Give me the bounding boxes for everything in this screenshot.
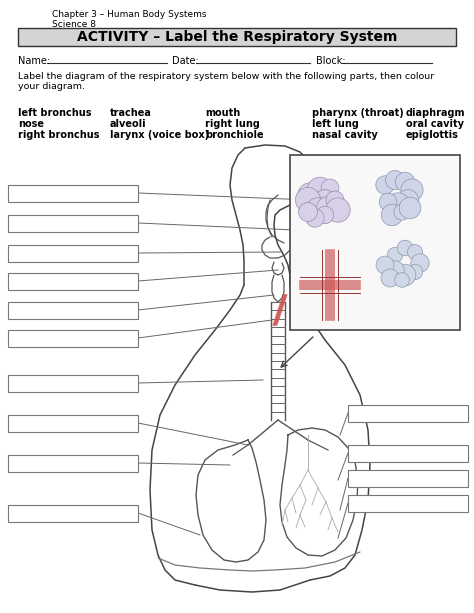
Circle shape xyxy=(408,245,422,259)
Circle shape xyxy=(299,184,321,206)
Text: Name:: Name: xyxy=(18,56,50,66)
Bar xyxy=(8,455,138,472)
Text: diaphragm: diaphragm xyxy=(406,108,465,118)
Circle shape xyxy=(298,202,318,222)
Text: mouth: mouth xyxy=(205,108,240,118)
Text: larynx (voice box): larynx (voice box) xyxy=(110,130,209,140)
Circle shape xyxy=(392,270,412,291)
Circle shape xyxy=(393,170,417,194)
Text: alveoli: alveoli xyxy=(110,119,146,129)
Circle shape xyxy=(322,180,338,196)
Circle shape xyxy=(381,268,400,287)
Circle shape xyxy=(386,261,404,279)
Circle shape xyxy=(316,205,335,224)
Bar xyxy=(8,330,138,347)
Circle shape xyxy=(396,266,414,284)
Bar xyxy=(348,495,468,512)
Circle shape xyxy=(308,200,328,220)
Text: Date:: Date: xyxy=(172,56,199,66)
Circle shape xyxy=(317,197,339,219)
Circle shape xyxy=(316,191,334,209)
Text: nose: nose xyxy=(18,119,44,129)
Bar xyxy=(8,215,138,232)
Circle shape xyxy=(305,208,325,227)
Circle shape xyxy=(326,197,350,223)
Circle shape xyxy=(306,196,324,214)
Text: left bronchus: left bronchus xyxy=(18,108,91,118)
Circle shape xyxy=(383,168,407,192)
Circle shape xyxy=(375,175,395,195)
Bar xyxy=(8,245,138,262)
Text: epiglottis: epiglottis xyxy=(406,130,459,140)
Circle shape xyxy=(401,178,424,202)
Bar xyxy=(8,505,138,522)
Text: right lung: right lung xyxy=(205,119,260,129)
Circle shape xyxy=(393,203,411,221)
Bar xyxy=(348,445,468,462)
Text: nasal cavity: nasal cavity xyxy=(312,130,378,140)
Bar xyxy=(8,185,138,202)
Circle shape xyxy=(376,189,401,215)
Circle shape xyxy=(375,255,395,275)
Bar xyxy=(8,375,138,392)
Text: Label the diagram of the respiratory system below with the following parts, then: Label the diagram of the respiratory sys… xyxy=(18,72,434,91)
Circle shape xyxy=(398,196,422,221)
Bar xyxy=(348,405,468,422)
Bar xyxy=(8,302,138,319)
Circle shape xyxy=(404,261,426,283)
Text: left lung: left lung xyxy=(312,119,359,129)
Text: Block:: Block: xyxy=(316,56,346,66)
Circle shape xyxy=(410,253,430,273)
Circle shape xyxy=(383,206,401,224)
Circle shape xyxy=(325,190,345,210)
Circle shape xyxy=(387,246,403,264)
Text: pharynx (throat): pharynx (throat) xyxy=(312,108,404,118)
Bar xyxy=(348,470,468,487)
Circle shape xyxy=(311,181,328,199)
Bar xyxy=(18,28,456,46)
Text: oral cavity: oral cavity xyxy=(406,119,464,129)
Circle shape xyxy=(396,239,414,257)
Text: trachea: trachea xyxy=(110,108,152,118)
Bar xyxy=(290,155,460,330)
Text: right bronchus: right bronchus xyxy=(18,130,100,140)
Bar xyxy=(8,415,138,432)
Circle shape xyxy=(298,189,319,210)
Text: ACTIVITY – Label the Respiratory System: ACTIVITY – Label the Respiratory System xyxy=(77,30,397,44)
Text: bronchiole: bronchiole xyxy=(205,130,264,140)
Text: Science 8: Science 8 xyxy=(52,20,96,29)
Circle shape xyxy=(400,192,416,208)
Circle shape xyxy=(387,194,409,216)
Text: Chapter 3 – Human Body Systems: Chapter 3 – Human Body Systems xyxy=(52,10,207,19)
Bar xyxy=(8,273,138,290)
